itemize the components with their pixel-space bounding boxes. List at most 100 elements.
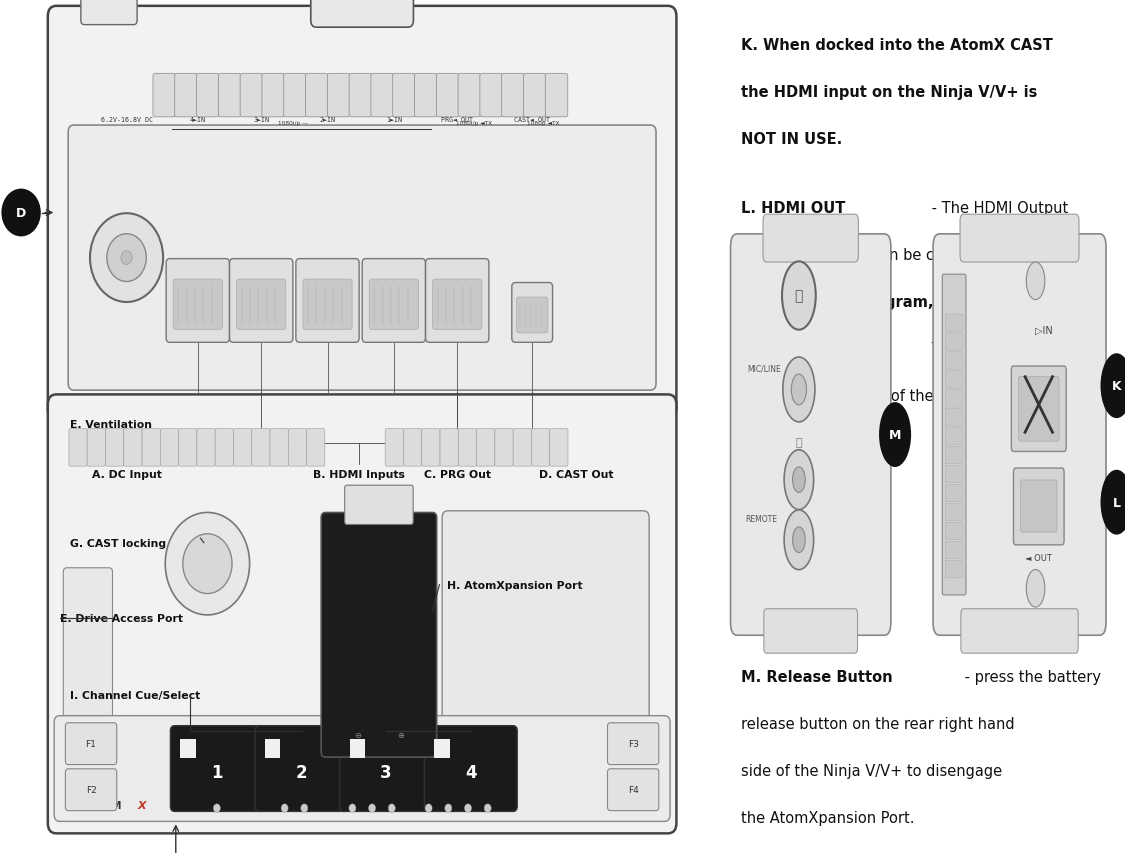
Text: CAST◄ OUT: CAST◄ OUT <box>514 117 550 123</box>
Circle shape <box>783 357 814 422</box>
Text: M. Release Button: M. Release Button <box>741 670 893 685</box>
Circle shape <box>388 804 395 812</box>
FancyBboxPatch shape <box>270 429 288 467</box>
Circle shape <box>792 527 806 553</box>
FancyBboxPatch shape <box>1011 367 1066 452</box>
FancyBboxPatch shape <box>166 259 230 343</box>
FancyBboxPatch shape <box>424 726 518 811</box>
FancyBboxPatch shape <box>106 429 124 467</box>
Text: REMOTE: REMOTE <box>745 514 777 523</box>
FancyBboxPatch shape <box>240 74 262 118</box>
Circle shape <box>782 262 816 330</box>
Circle shape <box>784 450 813 510</box>
Text: 1080p ◄TX: 1080p ◄TX <box>528 121 560 126</box>
FancyBboxPatch shape <box>458 429 477 467</box>
Text: for use as: for use as <box>741 294 818 310</box>
Text: - The HDMI Output: - The HDMI Output <box>927 200 1068 216</box>
Circle shape <box>792 467 806 493</box>
FancyBboxPatch shape <box>310 0 414 28</box>
Text: HDMI: HDMI <box>1023 477 1054 487</box>
Text: 4►IN: 4►IN <box>190 117 206 123</box>
Text: the HDMI input on the Ninja V/V+ is: the HDMI input on the Ninja V/V+ is <box>741 85 1037 101</box>
Circle shape <box>165 513 250 615</box>
FancyBboxPatch shape <box>477 429 495 467</box>
Circle shape <box>484 804 492 812</box>
FancyBboxPatch shape <box>197 429 215 467</box>
FancyBboxPatch shape <box>284 74 306 118</box>
FancyBboxPatch shape <box>945 371 963 389</box>
FancyBboxPatch shape <box>943 275 966 595</box>
FancyBboxPatch shape <box>404 429 422 467</box>
FancyBboxPatch shape <box>179 429 197 467</box>
FancyBboxPatch shape <box>197 74 219 118</box>
FancyBboxPatch shape <box>54 716 670 821</box>
FancyBboxPatch shape <box>327 74 350 118</box>
Circle shape <box>1100 470 1125 535</box>
Circle shape <box>1100 354 1125 419</box>
Circle shape <box>107 235 146 282</box>
Circle shape <box>1026 570 1045 607</box>
FancyBboxPatch shape <box>531 429 550 467</box>
FancyBboxPatch shape <box>234 429 252 467</box>
Circle shape <box>1 189 40 237</box>
Text: I. Channel Cue/Select: I. Channel Cue/Select <box>70 691 200 700</box>
Circle shape <box>122 252 133 265</box>
Text: NOT IN USE.: NOT IN USE. <box>741 132 843 148</box>
Text: 6.2V-16.8V DC: 6.2V-16.8V DC <box>100 117 153 123</box>
Text: L: L <box>1113 496 1120 509</box>
FancyBboxPatch shape <box>945 352 963 369</box>
FancyBboxPatch shape <box>229 259 292 343</box>
FancyBboxPatch shape <box>523 74 546 118</box>
Text: 2►IN: 2►IN <box>319 117 335 123</box>
FancyBboxPatch shape <box>440 429 458 467</box>
Text: 1►IN: 1►IN <box>386 117 402 123</box>
Circle shape <box>182 534 232 594</box>
Text: 3►IN: 3►IN <box>253 117 269 123</box>
FancyBboxPatch shape <box>161 429 179 467</box>
Text: CAST: CAST <box>629 800 658 810</box>
FancyBboxPatch shape <box>961 609 1078 653</box>
Circle shape <box>465 804 471 812</box>
Text: ⊕: ⊕ <box>397 730 404 740</box>
Text: ▷IN: ▷IN <box>1035 325 1053 335</box>
Circle shape <box>90 214 163 303</box>
FancyBboxPatch shape <box>945 542 963 559</box>
FancyBboxPatch shape <box>945 428 963 445</box>
Text: from with the menu of the Ninja V/V+.: from with the menu of the Ninja V/V+. <box>741 388 1023 403</box>
FancyBboxPatch shape <box>47 7 676 420</box>
Text: ⏻: ⏻ <box>794 289 803 303</box>
Text: ATOM: ATOM <box>91 800 123 810</box>
Text: 3: 3 <box>380 763 391 781</box>
FancyBboxPatch shape <box>480 74 503 118</box>
FancyBboxPatch shape <box>945 504 963 521</box>
Circle shape <box>369 804 376 812</box>
Text: of the Ninja V/V+ can be configured: of the Ninja V/V+ can be configured <box>741 247 1005 263</box>
FancyBboxPatch shape <box>945 447 963 464</box>
FancyBboxPatch shape <box>546 74 568 118</box>
FancyBboxPatch shape <box>945 560 963 577</box>
FancyBboxPatch shape <box>385 429 404 467</box>
FancyBboxPatch shape <box>730 235 891 635</box>
Text: 1080i/p ◄TX: 1080i/p ◄TX <box>457 121 493 126</box>
FancyBboxPatch shape <box>47 395 676 833</box>
FancyBboxPatch shape <box>414 74 436 118</box>
FancyBboxPatch shape <box>369 280 418 330</box>
FancyBboxPatch shape <box>174 74 197 118</box>
Text: F4: F4 <box>628 786 639 794</box>
FancyBboxPatch shape <box>763 215 858 263</box>
FancyBboxPatch shape <box>65 723 117 764</box>
FancyBboxPatch shape <box>306 429 325 467</box>
FancyBboxPatch shape <box>142 429 161 467</box>
FancyBboxPatch shape <box>960 215 1079 263</box>
FancyBboxPatch shape <box>1014 468 1064 545</box>
FancyBboxPatch shape <box>215 429 234 467</box>
FancyBboxPatch shape <box>945 523 963 540</box>
Circle shape <box>300 804 308 812</box>
FancyBboxPatch shape <box>236 280 286 330</box>
Text: C. PRG Out: C. PRG Out <box>424 469 490 479</box>
Text: K. When docked into the AtomX CAST: K. When docked into the AtomX CAST <box>741 38 1053 54</box>
Circle shape <box>1026 263 1045 300</box>
FancyBboxPatch shape <box>945 334 963 351</box>
Text: F2: F2 <box>86 786 97 794</box>
Text: This is configured: This is configured <box>927 341 1061 357</box>
